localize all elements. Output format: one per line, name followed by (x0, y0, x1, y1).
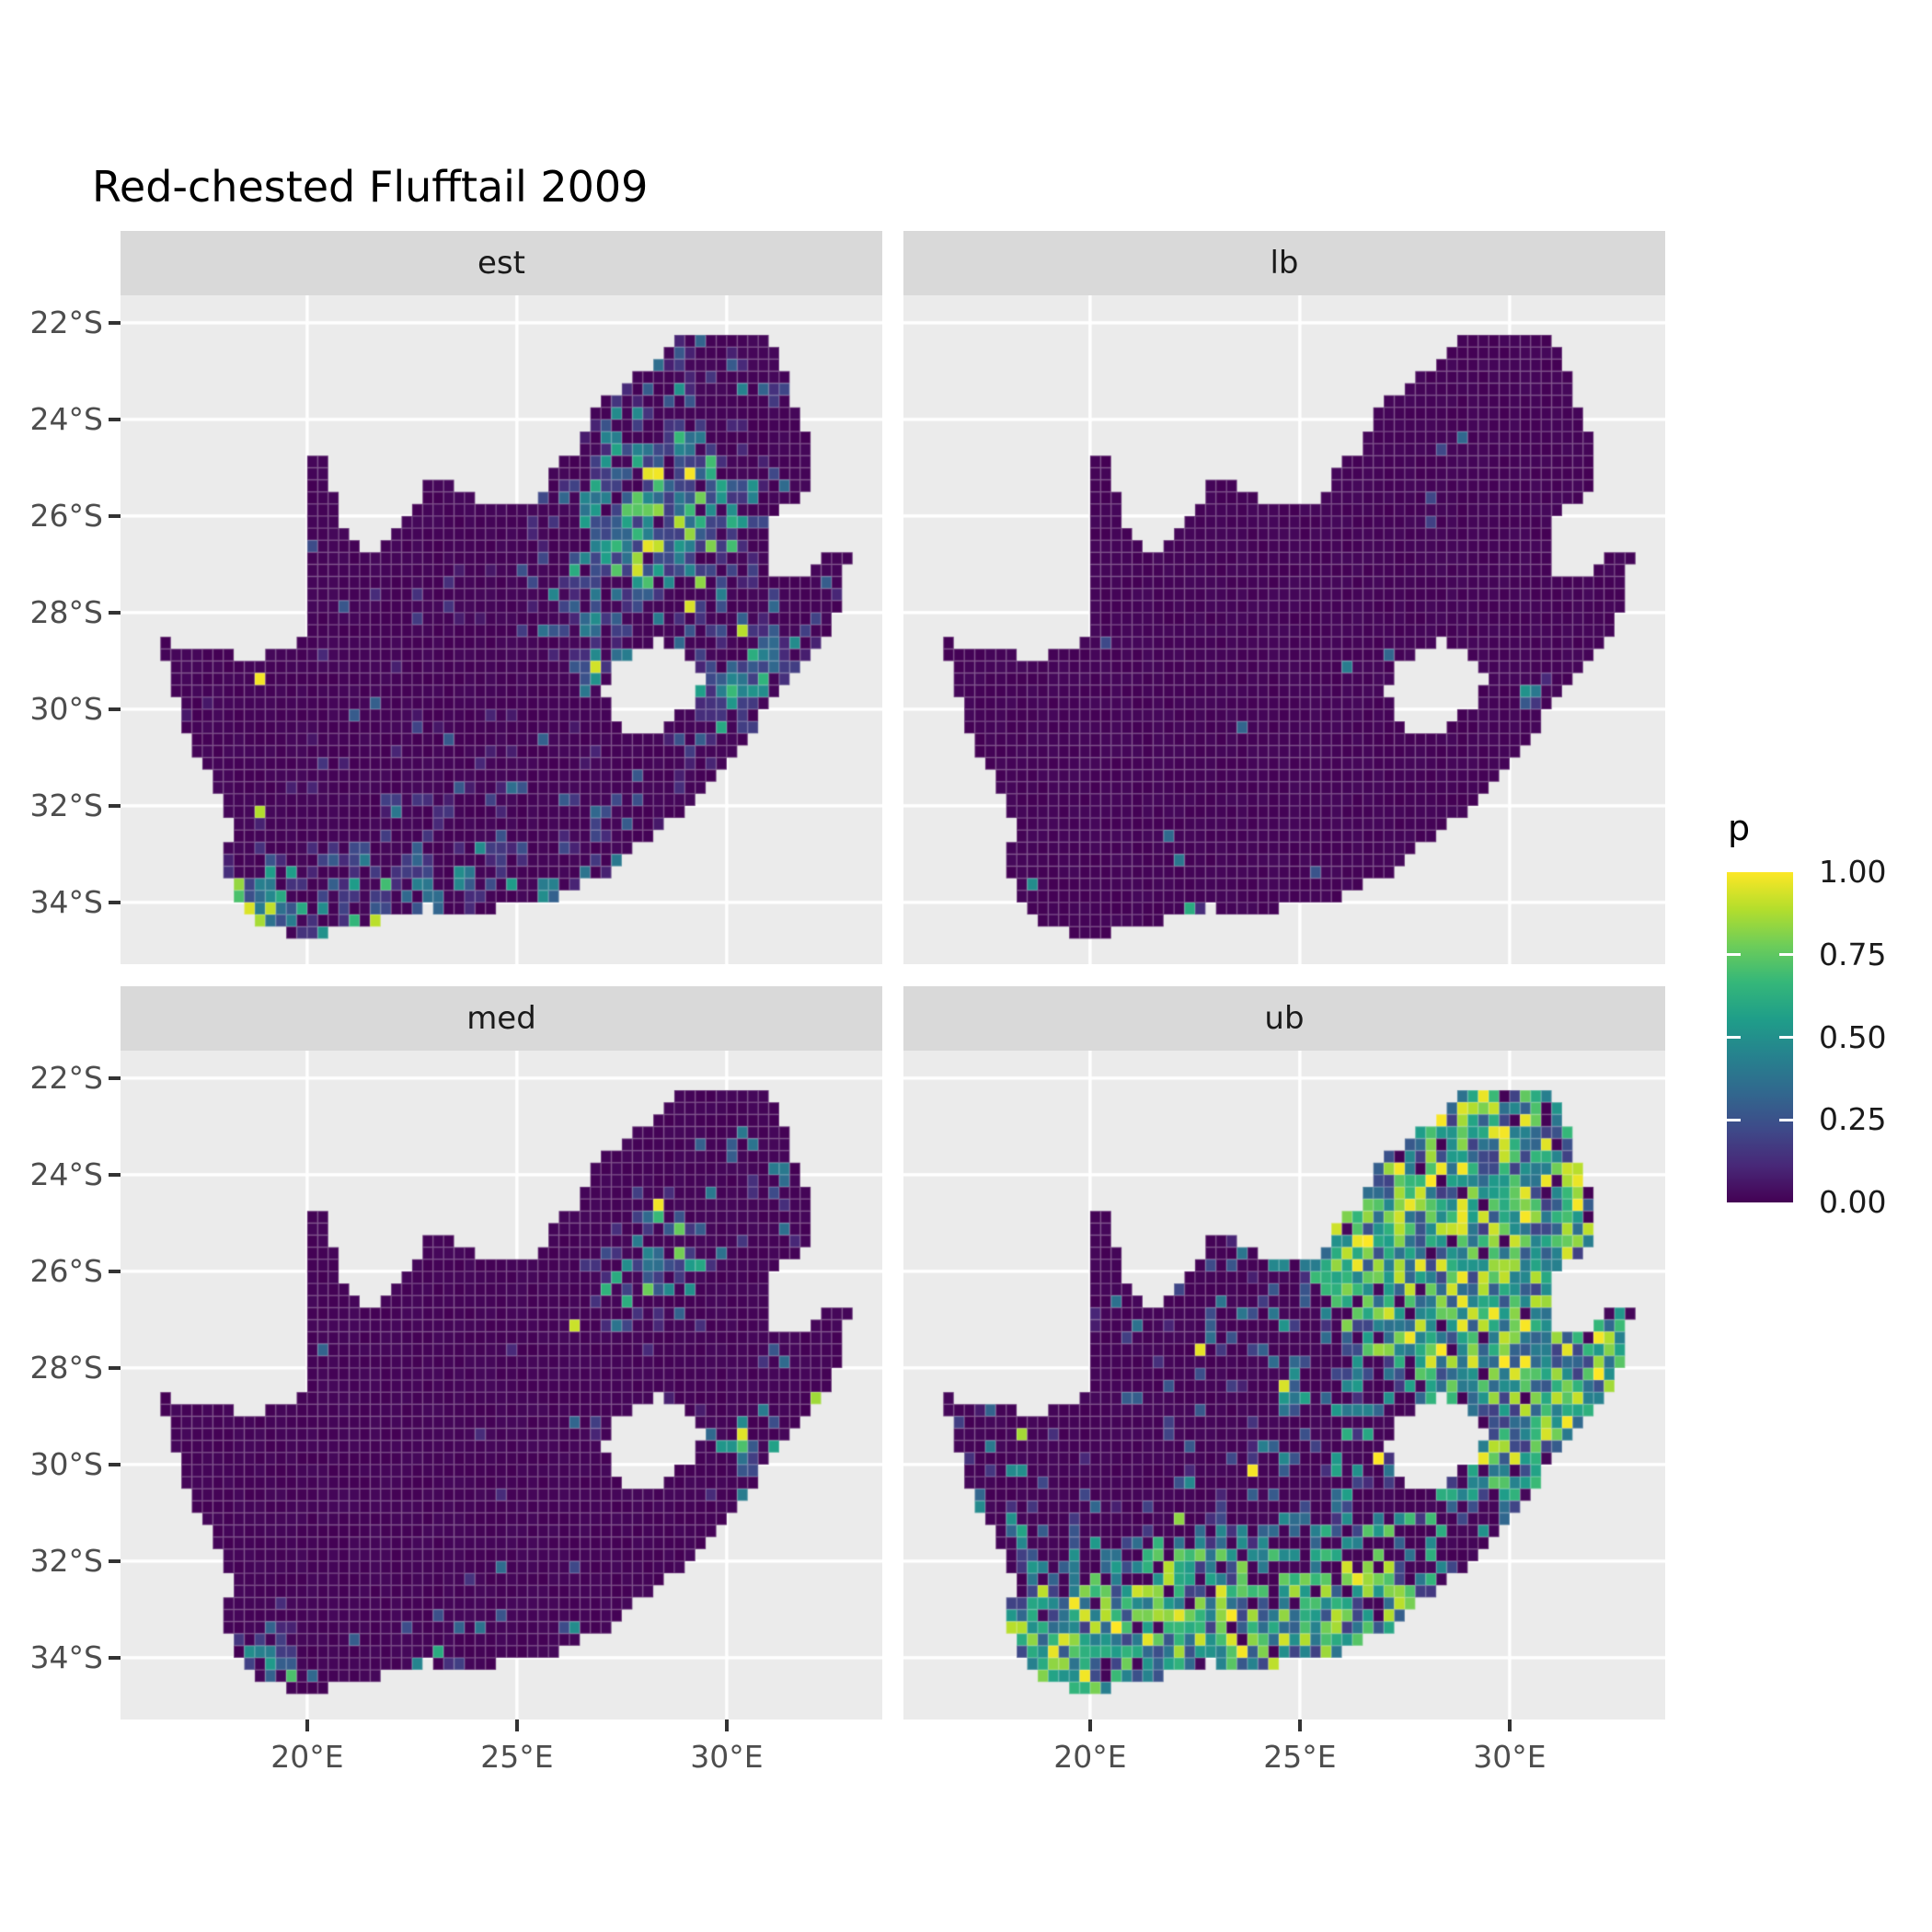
legend-colorbar-tick (1779, 953, 1793, 957)
x-axis-tick-label: 30°E (690, 1739, 764, 1775)
legend-tick-label: 0.00 (1819, 1184, 1887, 1220)
y-axis-tick-mark (109, 514, 121, 518)
legend-tick-label: 0.50 (1819, 1018, 1887, 1055)
y-axis-tick-label: 24°S (29, 1156, 103, 1192)
facet-panel-ub (903, 1051, 1665, 1719)
y-axis-tick-label: 28°S (29, 593, 103, 630)
y-axis-tick-label: 34°S (29, 1639, 103, 1675)
y-axis-tick-mark (109, 418, 121, 421)
facet-strip-med: med (121, 986, 882, 1051)
x-axis-tick-mark (515, 1719, 519, 1731)
legend-colorbar-tick (1779, 1118, 1793, 1121)
x-axis-tick-label: 30°E (1473, 1739, 1547, 1775)
x-axis-tick-mark (725, 1719, 729, 1731)
legend-tick-label: 0.75 (1819, 936, 1887, 972)
x-axis-tick-label: 20°E (1053, 1739, 1127, 1775)
y-axis-tick-label: 32°S (29, 787, 103, 823)
y-axis-tick-label: 26°S (29, 497, 103, 534)
facet-strip-label-est: est (477, 245, 525, 282)
legend-colorbar-tick (1727, 953, 1741, 957)
facet-panel-est (121, 295, 882, 964)
x-axis-tick-label: 25°E (480, 1739, 554, 1775)
y-axis-tick-mark (109, 1656, 121, 1660)
facet-strip-label-ub: ub (1264, 1000, 1305, 1037)
facet-strip-ub: ub (903, 986, 1665, 1051)
legend-colorbar-tick (1779, 1036, 1793, 1039)
y-axis-tick-label: 30°S (29, 690, 103, 727)
y-axis-tick-mark (109, 611, 121, 615)
y-axis-tick-label: 24°S (29, 400, 103, 437)
y-axis-tick-mark (109, 1076, 121, 1080)
facet-panel-med (121, 1051, 882, 1719)
y-axis-tick-mark (109, 804, 121, 808)
facet-strip-lb: lb (903, 231, 1665, 295)
x-axis-tick-label: 20°E (270, 1739, 344, 1775)
y-axis-tick-mark (109, 1463, 121, 1466)
y-axis-tick-mark (109, 321, 121, 325)
facet-panel-lb (903, 295, 1665, 964)
y-axis-tick-label: 28°S (29, 1349, 103, 1386)
x-axis-tick-mark (305, 1719, 309, 1731)
legend-title: p (1728, 808, 1751, 848)
y-axis-tick-label: 26°S (29, 1252, 103, 1289)
x-axis-tick-mark (1298, 1719, 1302, 1731)
legend-colorbar-tick (1727, 1118, 1741, 1121)
y-axis-tick-mark (109, 1366, 121, 1370)
y-axis-tick-label: 22°S (29, 304, 103, 340)
y-axis-tick-label: 22°S (29, 1059, 103, 1096)
legend-tick-label: 0.25 (1819, 1101, 1887, 1138)
y-axis-tick-label: 30°S (29, 1445, 103, 1482)
x-axis-tick-mark (1088, 1719, 1092, 1731)
y-axis-tick-label: 34°S (29, 883, 103, 920)
y-axis-tick-mark (109, 1173, 121, 1177)
legend-tick-label: 1.00 (1819, 854, 1887, 890)
y-axis-tick-mark (109, 707, 121, 711)
y-axis-tick-mark (109, 1559, 121, 1563)
page-title: Red-chested Flufftail 2009 (92, 162, 649, 212)
y-axis-tick-mark (109, 901, 121, 904)
facet-strip-label-lb: lb (1270, 245, 1299, 282)
x-axis-tick-mark (1508, 1719, 1512, 1731)
legend-colorbar-tick (1727, 1036, 1741, 1039)
facet-strip-label-med: med (466, 1000, 536, 1037)
facet-strip-est: est (121, 231, 882, 295)
y-axis-tick-mark (109, 1270, 121, 1273)
y-axis-tick-label: 32°S (29, 1542, 103, 1579)
x-axis-tick-label: 25°E (1263, 1739, 1337, 1775)
